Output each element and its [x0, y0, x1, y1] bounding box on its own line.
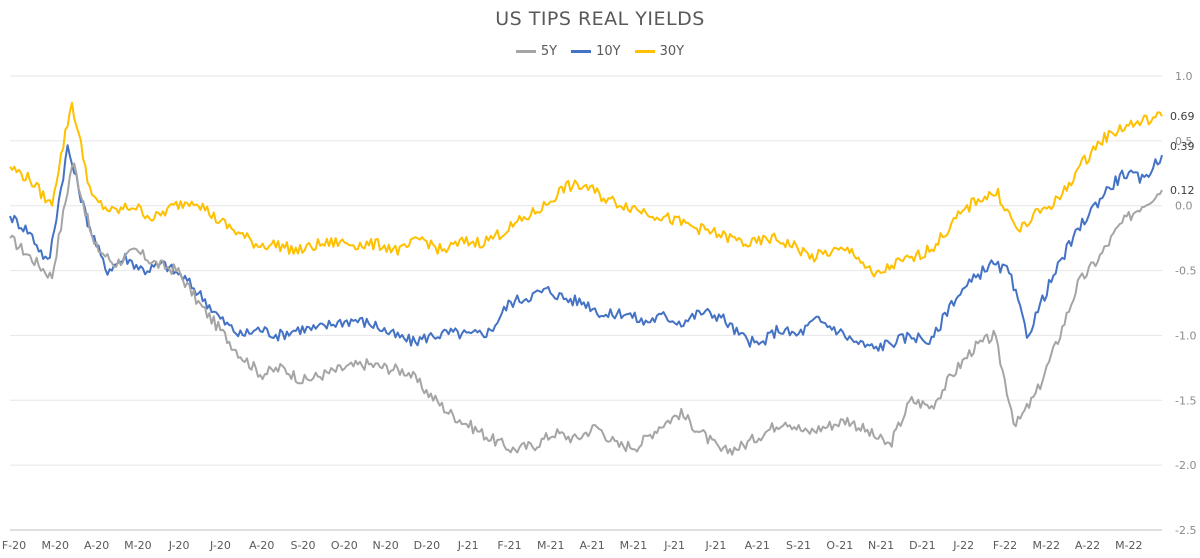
x-tick-label: M-20	[42, 539, 69, 552]
x-tick-label: O-21	[826, 539, 853, 552]
x-tick-label: J-21	[705, 539, 727, 552]
y-tick-label: 1.0	[1175, 70, 1193, 83]
legend-label-10y: 10Y	[596, 44, 621, 59]
x-tick-label: A-20	[84, 539, 109, 552]
legend-item-30y: 30Y	[634, 44, 685, 59]
legend-swatch-5y	[515, 50, 536, 53]
legend-swatch-10y	[571, 50, 592, 53]
end-value-label-10y: 0.39	[1170, 140, 1195, 153]
x-tick-label: M-21	[620, 539, 647, 552]
x-tick-label: O-20	[331, 539, 358, 552]
chart-title: US TIPS REAL YIELDS	[495, 8, 705, 30]
x-tick-label: N-20	[373, 539, 399, 552]
x-tick-label: J-22	[952, 539, 974, 552]
legend-label-5y: 5Y	[540, 44, 558, 59]
x-tick-label: N-21	[868, 539, 894, 552]
y-tick-label: 0.5	[1175, 135, 1193, 148]
y-tick-label: -2.5	[1175, 524, 1196, 537]
x-tick-label: J-20	[209, 539, 231, 552]
y-tick-label: -2.0	[1175, 459, 1196, 472]
x-tick-label: A-21	[579, 539, 604, 552]
x-tick-label: F-22	[993, 539, 1017, 552]
x-tick-label: A-22	[1075, 539, 1100, 552]
x-tick-label: A-20	[249, 539, 274, 552]
x-tick-label: A-21	[745, 539, 770, 552]
legend-item-10y: 10Y	[571, 44, 621, 59]
end-value-label-30y: 0.69	[1170, 110, 1195, 123]
x-tick-label: J-20	[168, 539, 190, 552]
x-tick-label: S-20	[291, 539, 316, 552]
x-tick-label: F-20	[2, 539, 26, 552]
x-tick-label: M-20	[124, 539, 151, 552]
y-tick-label: 0.0	[1175, 200, 1193, 213]
x-tick-label: M-21	[537, 539, 564, 552]
y-tick-label: -1.5	[1175, 394, 1196, 407]
y-tick-label: -0.5	[1175, 265, 1196, 278]
x-tick-label: D-20	[414, 539, 440, 552]
x-tick-label: F-21	[497, 539, 521, 552]
end-value-label-5y: 0.12	[1170, 184, 1195, 197]
legend-swatch-30y	[634, 50, 655, 53]
x-tick-label: M-22	[1033, 539, 1060, 552]
x-tick-label: D-21	[909, 539, 935, 552]
y-tick-label: -1.0	[1175, 329, 1196, 342]
legend-label-30y: 30Y	[659, 44, 685, 59]
series-line-30y	[9, 101, 1163, 278]
x-tick-label: S-21	[786, 539, 811, 552]
x-tick-label: J-21	[457, 539, 479, 552]
series-line-10y	[9, 144, 1163, 352]
series-line-5y	[9, 162, 1163, 456]
legend-item-5y: 5Y	[515, 44, 558, 59]
x-tick-label: J-21	[663, 539, 685, 552]
x-tick-label: M-22	[1115, 539, 1142, 552]
legend: 5Y 10Y 30Y	[0, 44, 1200, 59]
